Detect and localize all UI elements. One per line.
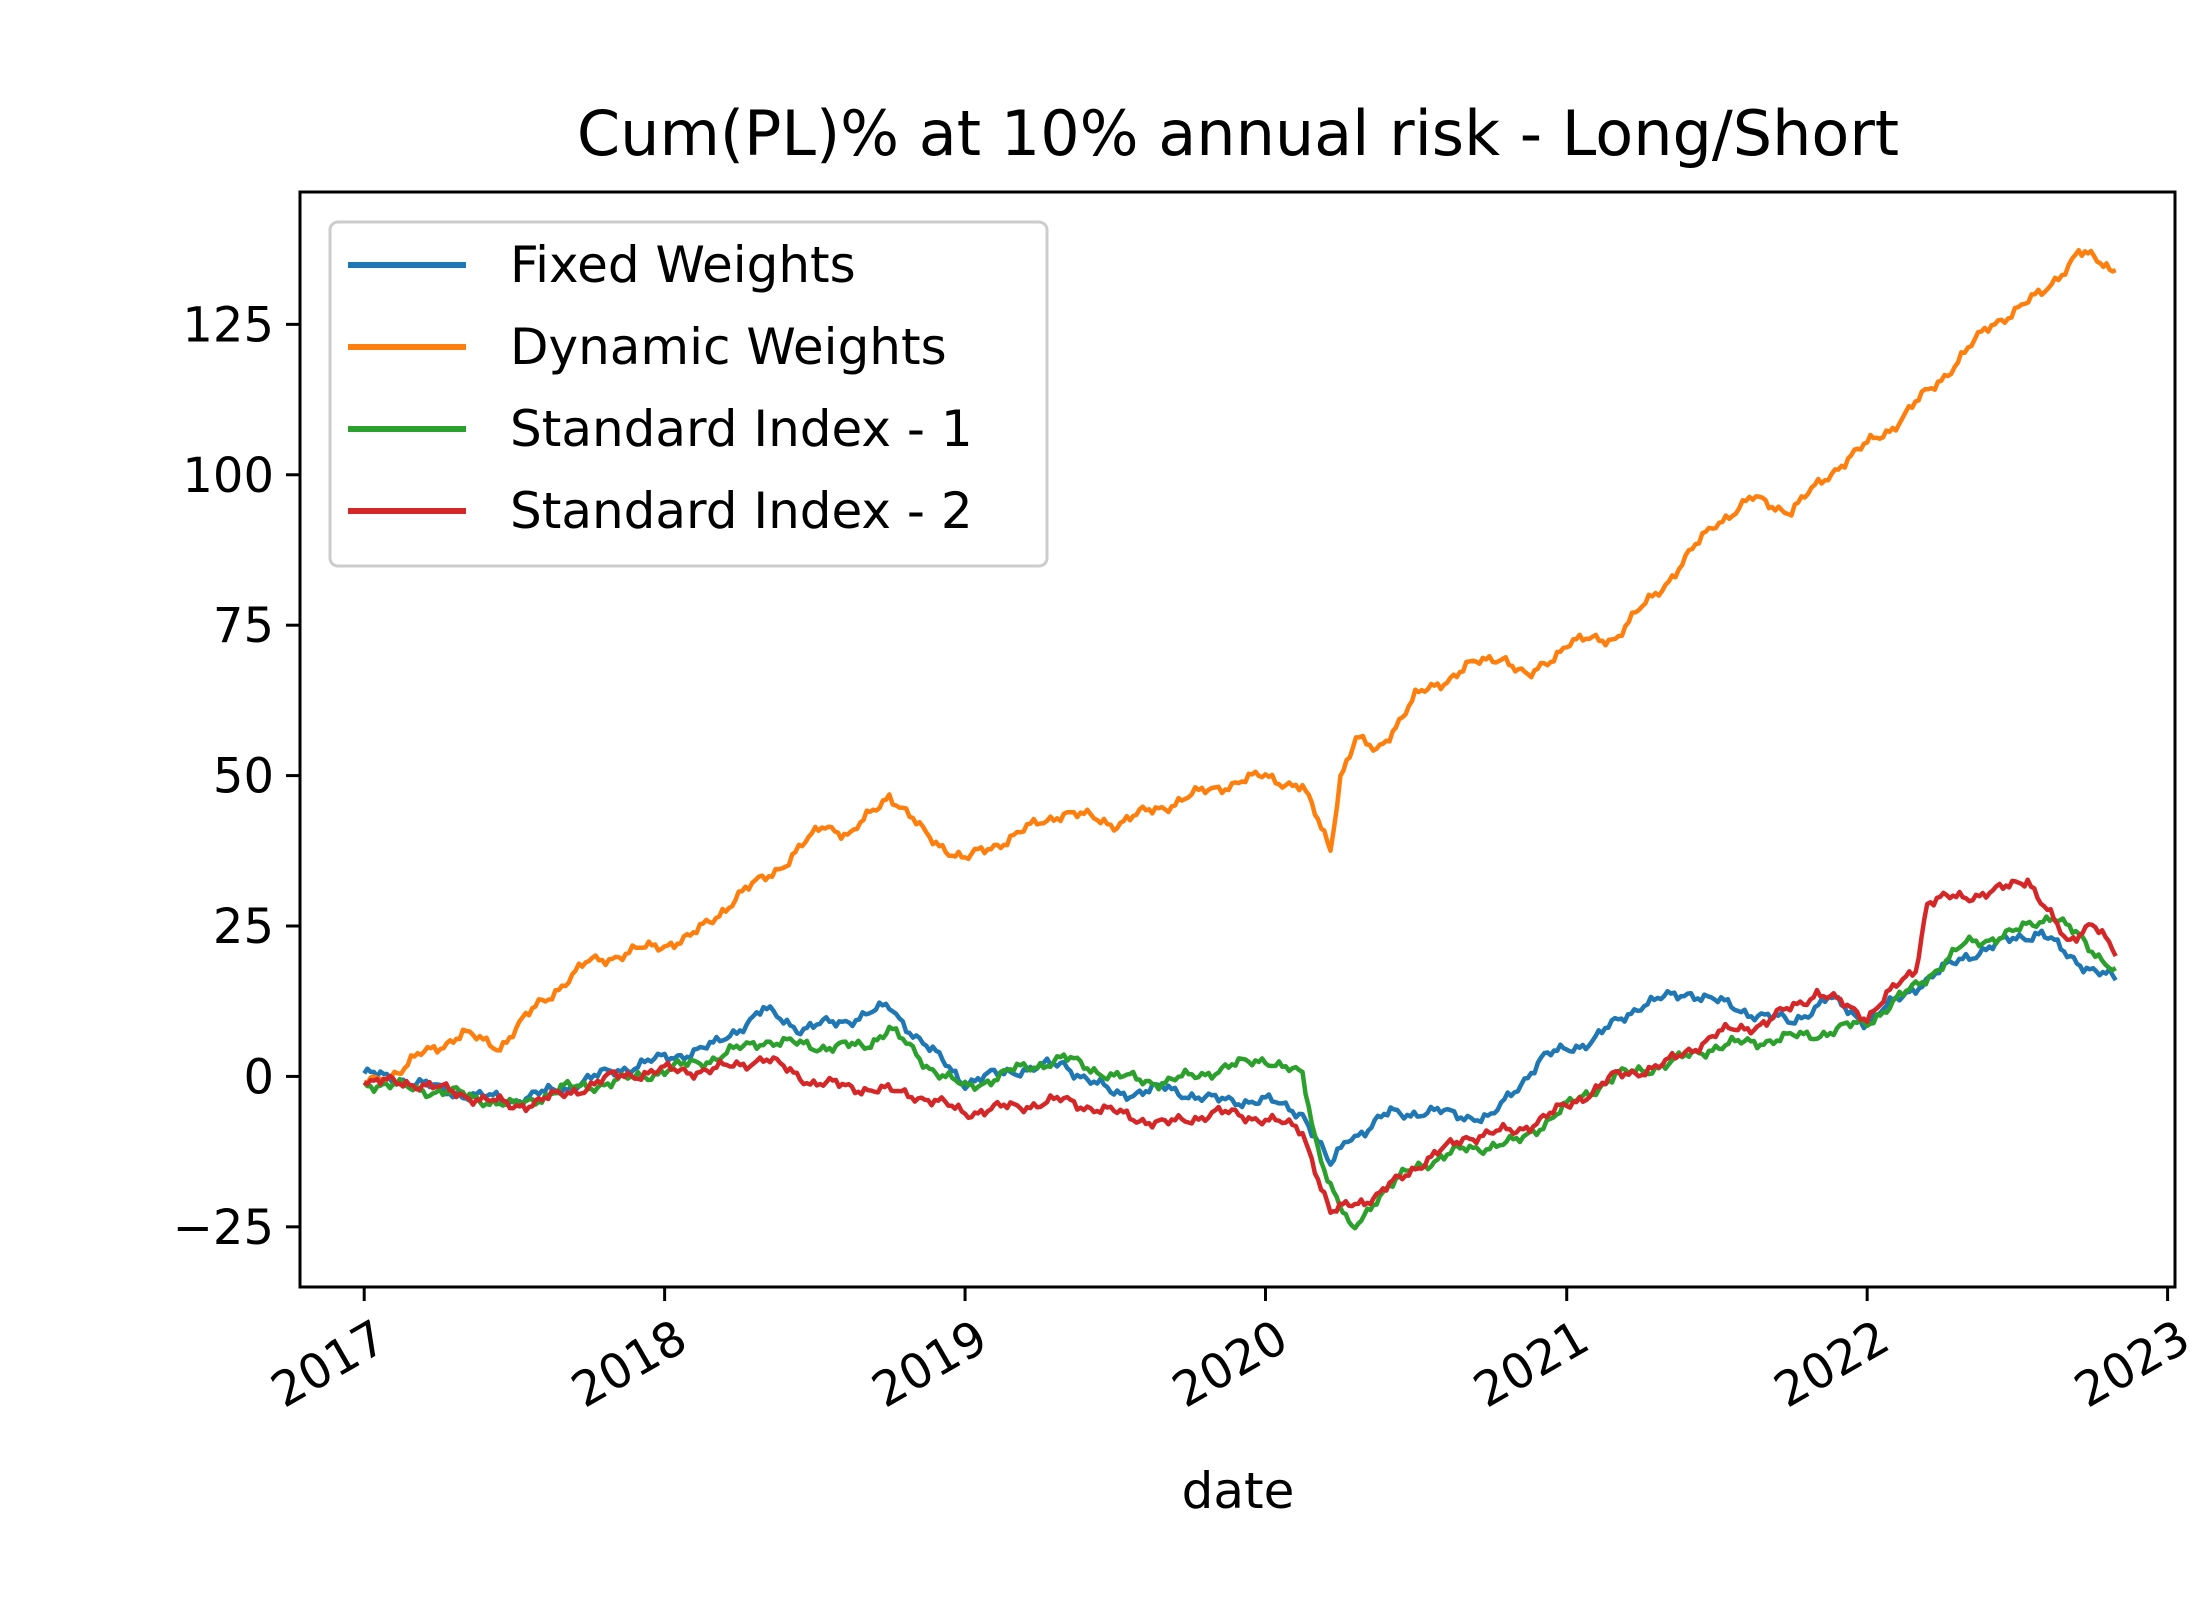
x-axis-label: date: [1182, 1462, 1295, 1520]
y-tick-label: −25: [173, 1200, 274, 1256]
y-tick-label: 100: [182, 448, 274, 504]
legend-label: Fixed Weights: [510, 236, 856, 294]
x-tick-label: 2018: [562, 1309, 696, 1419]
x-tick-label: 2023: [2065, 1309, 2199, 1419]
legend: Fixed Weights Dynamic Weights Standard Ind…: [328, 220, 1049, 568]
x-tick-label: 2019: [863, 1309, 997, 1419]
x-tick-label: 2021: [1465, 1309, 1599, 1419]
series-layer: [362, 247, 2118, 1231]
y-tick-label: 75: [213, 598, 274, 654]
x-tick-label: 2022: [1765, 1309, 1899, 1419]
y-tick-label: 50: [213, 749, 274, 805]
chart-title: Cum(PL)% at 10% annual risk - Long/Short: [577, 97, 1899, 170]
x-tick-label: 2020: [1163, 1309, 1297, 1419]
plot-frame: [298, 190, 2177, 1289]
series-line: [363, 877, 2118, 1215]
legend-label: Standard Index - 2: [510, 482, 973, 540]
legend-box: [328, 220, 1049, 568]
y-tick-label: 25: [213, 899, 274, 955]
legend-label: Standard Index - 1: [510, 400, 973, 458]
series-line: [362, 928, 2118, 1167]
x-tick-label: 2017: [262, 1309, 396, 1419]
y-tick-label: 0: [243, 1049, 274, 1105]
y-tick-label: 125: [182, 297, 274, 353]
legend-label: Dynamic Weights: [510, 318, 947, 376]
series-line: [364, 247, 2117, 1086]
